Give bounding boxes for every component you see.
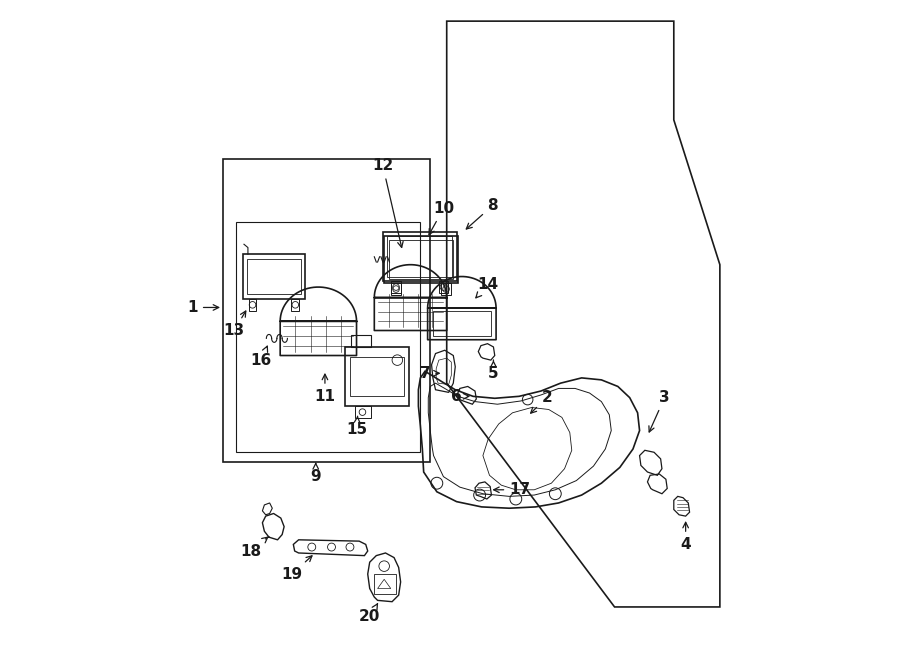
- Text: 13: 13: [223, 311, 246, 338]
- Text: 20: 20: [359, 603, 381, 625]
- Text: 1: 1: [187, 300, 219, 315]
- Text: 19: 19: [282, 556, 312, 582]
- Text: 10: 10: [429, 201, 454, 235]
- Text: 4: 4: [680, 522, 691, 552]
- Text: 9: 9: [310, 463, 321, 484]
- Text: 17: 17: [494, 483, 530, 497]
- Text: 7: 7: [419, 366, 439, 381]
- Text: 2: 2: [531, 390, 552, 413]
- Text: 15: 15: [346, 416, 367, 437]
- Text: 3: 3: [649, 390, 670, 432]
- Text: 11: 11: [314, 374, 336, 404]
- Text: 6: 6: [451, 389, 469, 404]
- Text: 14: 14: [476, 277, 499, 298]
- Text: 12: 12: [373, 159, 403, 247]
- Text: 5: 5: [488, 360, 499, 381]
- Text: 16: 16: [250, 346, 272, 368]
- Text: 18: 18: [240, 537, 267, 559]
- Text: 8: 8: [466, 198, 498, 229]
